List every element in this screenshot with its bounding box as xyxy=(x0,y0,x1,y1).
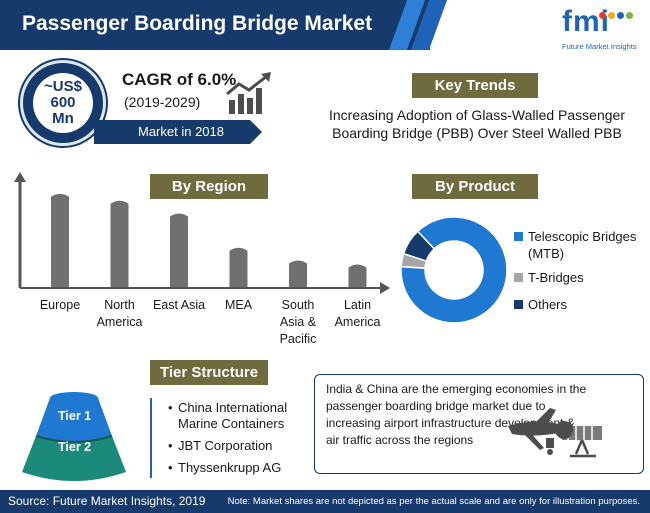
by-product-heading: By Product xyxy=(412,174,538,199)
legend-swatch xyxy=(514,273,523,282)
market-value-line: ~US$ xyxy=(44,78,82,95)
region-tick-label-line: Asia & xyxy=(279,315,317,329)
logo-dot xyxy=(599,12,606,19)
region-bar xyxy=(51,193,69,287)
by-region-heading: By Region xyxy=(150,174,268,199)
donut-slice xyxy=(400,216,508,324)
list-item: Thyssenkrupp AG xyxy=(168,460,308,476)
source-text: Source: Future Market Insights, 2019 xyxy=(8,494,206,508)
legend-item: Telescopic Bridges (MTB) xyxy=(514,228,636,262)
region-bar xyxy=(110,200,129,287)
market-value: ~US$ 600 Mn xyxy=(33,73,93,133)
region-bar xyxy=(170,213,188,287)
boarding-bridge-plane-icon xyxy=(508,408,602,458)
tier-bracket xyxy=(150,398,160,478)
region-bar xyxy=(229,247,248,287)
legend-swatch xyxy=(514,300,523,309)
region-bar xyxy=(289,260,307,287)
title-bar: Passenger Boarding Bridge Market xyxy=(0,0,448,50)
tier-pyramid xyxy=(22,392,126,481)
region-tick-label-line: America xyxy=(96,315,143,329)
cagr-years: (2019-2029) xyxy=(124,94,201,110)
tier-1-shape xyxy=(36,398,112,442)
legend-item: T-Bridges xyxy=(514,269,584,286)
region-tick-label-line: Latin xyxy=(343,298,372,312)
list-item: China International Marine Containers xyxy=(168,400,308,432)
market-value-badge: ~US$ 600 Mn xyxy=(20,60,106,146)
logo-mark: fmi xyxy=(562,5,610,38)
legend-label: T-Bridges xyxy=(528,269,584,286)
region-tick-label: Europe xyxy=(28,297,92,314)
logo-dot xyxy=(608,12,615,19)
market-value-line: Mn xyxy=(52,110,74,127)
logo-dot xyxy=(626,12,633,19)
logo-dots xyxy=(599,6,639,19)
region-tick-label: North America xyxy=(88,297,152,331)
donut-slice xyxy=(402,230,436,262)
region-bar-chart xyxy=(14,172,390,294)
legend-label-line: Others xyxy=(528,297,568,312)
region-bar xyxy=(348,264,367,287)
list-item: JBT Corporation xyxy=(168,438,308,454)
fmi-logo: fmi Future Market Insights xyxy=(562,6,644,60)
key-trends-text: Increasing Adoption of Glass-Walled Pass… xyxy=(329,107,625,141)
region-tick-label: East Asia xyxy=(147,297,211,314)
info-box xyxy=(314,374,644,474)
disclaimer-note: Note: Market shares are not depicted as … xyxy=(227,496,640,507)
footer: Source: Future Market Insights, 2019 Not… xyxy=(0,490,650,513)
region-tick-label-line: North xyxy=(104,298,135,312)
logo-tagline: Future Market Insights xyxy=(562,42,637,51)
x-axis-arrow xyxy=(380,282,390,294)
page-title: Passenger Boarding Bridge Market xyxy=(22,12,373,35)
region-tick-label: Latin America xyxy=(326,297,390,331)
region-tick-label-line: Europe xyxy=(39,298,81,312)
tier-1-label: Tier 1 xyxy=(58,409,92,423)
region-tick-label: South Asia & Pacific xyxy=(266,297,330,348)
region-tick-label-line: MEA xyxy=(224,298,253,312)
legend-label: Others xyxy=(528,296,567,313)
product-donut-chart xyxy=(400,216,508,324)
legend-item: Others xyxy=(514,296,567,313)
key-trends-heading: Key Trends xyxy=(412,73,538,98)
tier-2-label: Tier 2 xyxy=(58,440,92,454)
market-value-line: 600 xyxy=(50,94,76,111)
region-tick-label-line: East Asia xyxy=(152,298,206,312)
legend-label-line: (MTB) xyxy=(528,246,565,261)
logo-dot xyxy=(617,12,624,19)
market-year-label: Market in 2018 xyxy=(94,120,262,144)
tier-company-list: China International Marine Containers JB… xyxy=(168,400,308,482)
region-tick-label-line: Pacific xyxy=(279,332,317,346)
tier-2-shape xyxy=(22,436,126,481)
tier-divider xyxy=(35,435,113,443)
legend-label-line: T-Bridges xyxy=(528,270,584,285)
legend-swatch xyxy=(514,232,523,241)
region-tick-label: MEA xyxy=(207,297,271,314)
legend-label-line: Telescopic Bridges xyxy=(528,229,637,244)
region-tick-label-line: South xyxy=(281,298,315,312)
region-tick-label-line: America xyxy=(334,315,381,329)
legend-label: Telescopic Bridges (MTB) xyxy=(528,228,636,262)
growth-chart-icon xyxy=(226,72,271,114)
cagr-title: CAGR of 6.0% xyxy=(122,70,237,89)
y-axis-arrow xyxy=(14,172,26,182)
tier-structure-heading: Tier Structure xyxy=(150,360,268,385)
